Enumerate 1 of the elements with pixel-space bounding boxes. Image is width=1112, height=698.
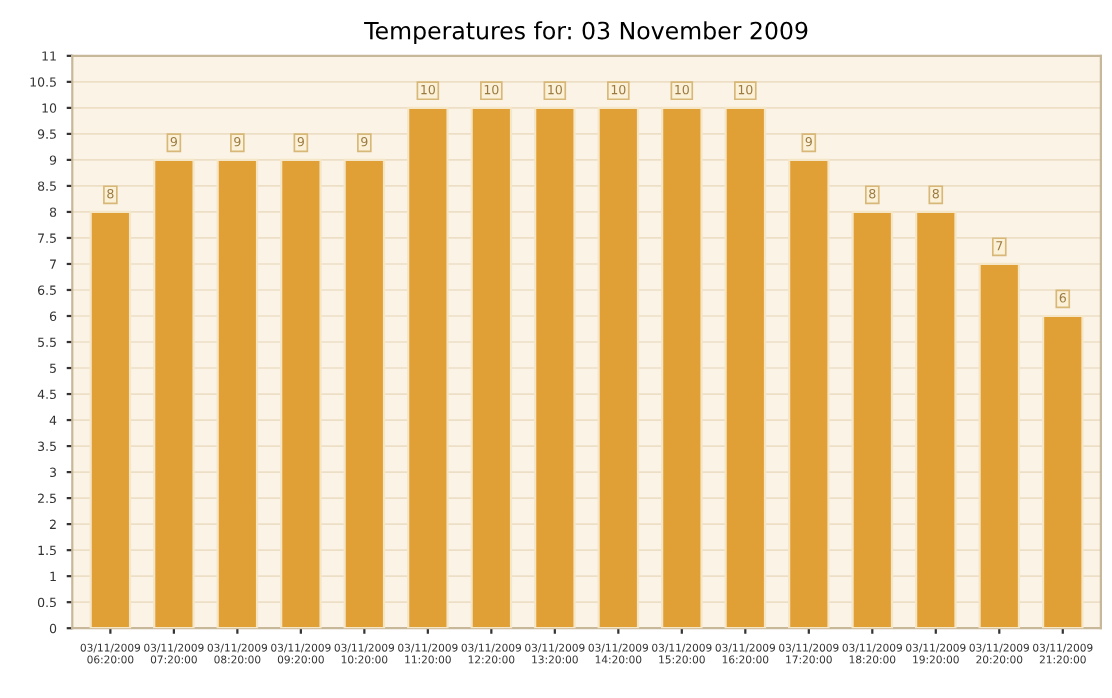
chart-title: Temperatures for: 03 November 2009 — [364, 21, 808, 45]
